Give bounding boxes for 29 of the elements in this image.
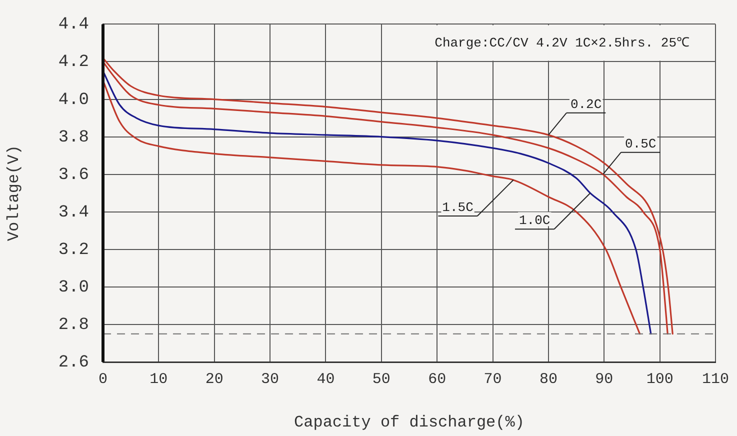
- y-tick-label: 3.2: [58, 240, 89, 260]
- y-tick-label: 2.8: [58, 316, 89, 335]
- x-tick-label: 60: [428, 370, 446, 388]
- x-tick-label: 70: [484, 370, 502, 388]
- x-tick-label: 30: [261, 370, 280, 388]
- x-tick-label: 100: [646, 370, 674, 388]
- y-tick-label: 3.6: [58, 166, 89, 185]
- x-tick-label: 40: [316, 370, 335, 388]
- y-tick-label: 4.0: [58, 90, 89, 110]
- annotation: Charge:CC/CV 4.2V 1C×2.5hrs. 25℃: [434, 35, 690, 50]
- x-axis-title: Capacity of discharge(%): [294, 414, 524, 432]
- x-tick-label: 0: [98, 370, 108, 388]
- x-tick-label: 20: [205, 370, 224, 388]
- y-tick-label: 3.4: [58, 203, 89, 222]
- x-tick-label: 10: [150, 370, 168, 388]
- annotation: 0.2C: [570, 96, 602, 112]
- annotation: 1.5C: [442, 200, 474, 215]
- x-tick-label: 110: [702, 370, 730, 388]
- y-axis-title: Voltage(V): [4, 145, 23, 242]
- y-tick-label: 4.2: [58, 53, 89, 72]
- annotation: 1.0C: [519, 213, 550, 228]
- x-tick-label: 90: [595, 370, 614, 388]
- y-tick-label: 2.6: [58, 354, 89, 372]
- annotation: 0.5C: [625, 136, 656, 152]
- y-tick-label: 4.4: [58, 16, 89, 35]
- y-tick-label: 3.0: [58, 278, 89, 298]
- y-tick-label: 3.8: [58, 128, 89, 148]
- x-tick-label: 50: [372, 370, 390, 388]
- x-tick-label: 80: [539, 370, 558, 388]
